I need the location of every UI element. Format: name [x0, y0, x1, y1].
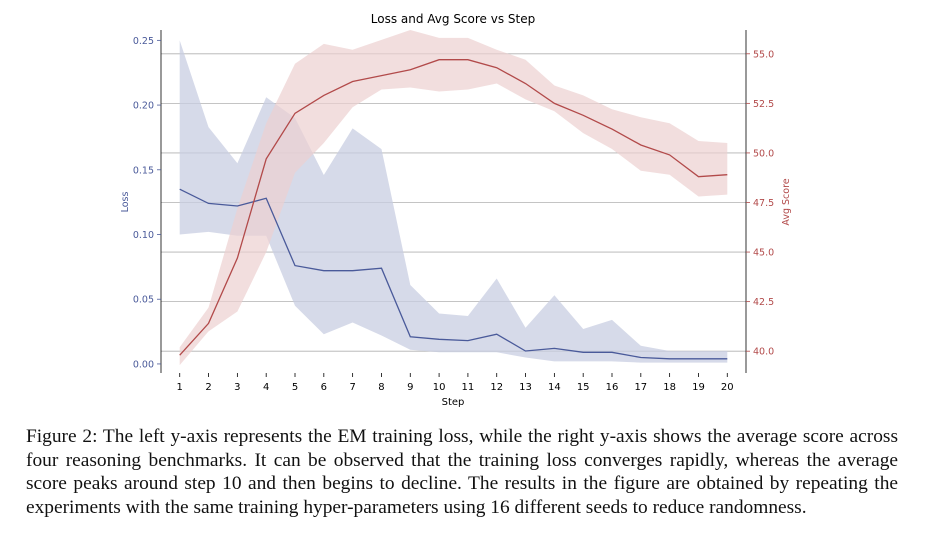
- x-tick-label: 3: [234, 382, 240, 393]
- avg-score-line: [179, 59, 728, 356]
- right-y-tick-label: 40.0: [753, 347, 774, 358]
- x-tick-label: 7: [349, 382, 355, 393]
- x-tick-label: 18: [663, 382, 676, 393]
- left-y-axis-label: Loss: [120, 192, 131, 213]
- figure-caption: Figure 2: The left y-axis represents the…: [26, 426, 898, 518]
- x-tick-label: 14: [548, 382, 561, 393]
- chart-title: Loss and Avg Score vs Step: [371, 12, 535, 26]
- dual-axis-line-chart: 1 2 3 4 5 6 7 8 9 10 11 12 13 14 15 16 17 18 19 200.000.050…: [120, 12, 792, 408]
- loss-line: [179, 188, 728, 360]
- score-confidence-band: [179, 30, 728, 366]
- left-y-tick-label: 0.20: [133, 101, 154, 112]
- confidence-bands: [179, 30, 728, 366]
- right-y-axis-label: Avg Score: [781, 178, 792, 225]
- x-tick-label: 2: [205, 382, 211, 393]
- x-tick-label: 1: [177, 382, 183, 393]
- x-tick-label: 15: [577, 382, 590, 393]
- right-y-tick-label: 55.0: [753, 49, 774, 60]
- right-y-tick-label: 45.0: [753, 248, 774, 259]
- x-tick-label: 10: [433, 382, 446, 393]
- x-axis-label: Step: [442, 397, 465, 408]
- ticks: 1 2 3 4 5 6 7 8 9 10 11 12 13 14 15 16 17 18 19 200.000.050…: [133, 36, 774, 393]
- x-tick-label: 12: [490, 382, 503, 393]
- x-tick-label: 5: [292, 382, 298, 393]
- x-tick-label: 17: [634, 382, 647, 393]
- axes: [160, 30, 747, 373]
- left-y-tick-label: 0.10: [133, 230, 154, 241]
- left-y-tick-label: 0.00: [133, 359, 154, 370]
- x-tick-label: 11: [462, 382, 475, 393]
- right-y-tick-label: 47.5: [753, 198, 774, 209]
- x-tick-label: 6: [321, 382, 327, 393]
- series-lines: [179, 59, 728, 360]
- x-tick-label: 13: [519, 382, 532, 393]
- x-tick-label: 20: [721, 382, 734, 393]
- left-y-tick-label: 0.25: [133, 36, 154, 47]
- x-tick-label: 4: [263, 382, 269, 393]
- left-y-tick-label: 0.05: [133, 295, 154, 306]
- right-y-tick-label: 52.5: [753, 99, 774, 110]
- right-y-tick-label: 42.5: [753, 297, 774, 308]
- loss-confidence-band: [179, 40, 728, 363]
- right-y-tick-label: 50.0: [753, 148, 774, 159]
- x-tick-label: 9: [407, 382, 413, 393]
- x-tick-label: 16: [606, 382, 619, 393]
- x-tick-label: 19: [692, 382, 705, 393]
- x-tick-label: 8: [378, 382, 384, 393]
- left-y-tick-label: 0.15: [133, 165, 154, 176]
